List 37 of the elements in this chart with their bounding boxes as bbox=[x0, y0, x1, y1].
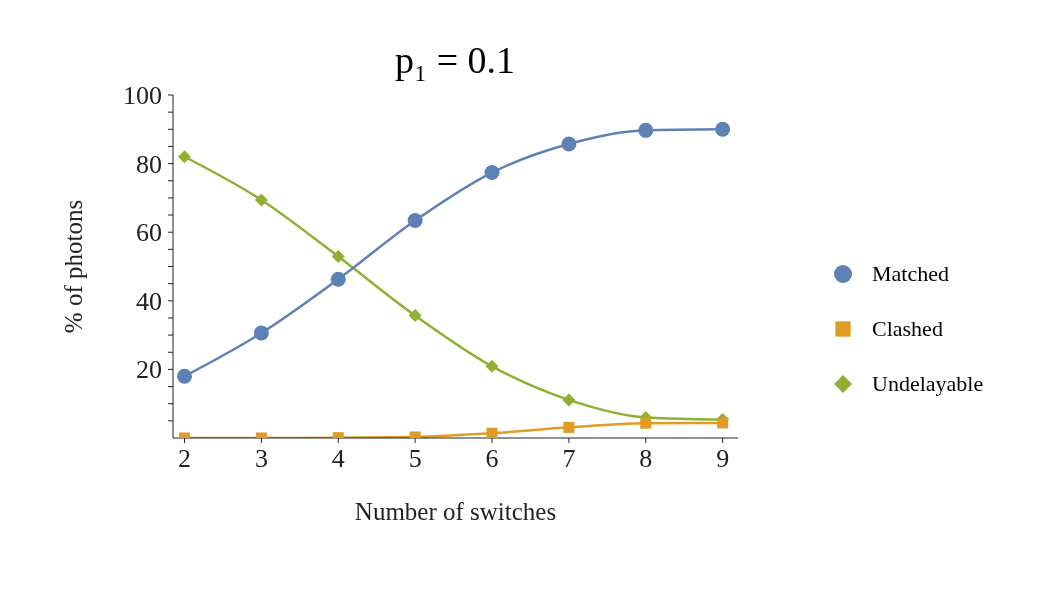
x-tick-label: 6 bbox=[485, 444, 499, 473]
y-tick-label: 20 bbox=[136, 355, 162, 385]
point bbox=[562, 393, 576, 407]
point bbox=[715, 121, 731, 137]
point bbox=[408, 309, 422, 323]
y-axis-title: % of photons bbox=[59, 199, 87, 334]
chart-title: p₁ = 0.1 bbox=[393, 38, 517, 82]
x-tick-label: 8 bbox=[639, 444, 653, 473]
x-tick-label: 4 bbox=[331, 444, 345, 473]
point bbox=[330, 271, 346, 287]
point bbox=[407, 213, 423, 229]
y-tick-label: 100 bbox=[123, 81, 162, 110]
y-tick-label: 80 bbox=[136, 149, 162, 179]
point bbox=[561, 136, 577, 152]
x-axis-title: Number of switches bbox=[354, 498, 557, 525]
point bbox=[638, 122, 654, 138]
point bbox=[640, 417, 652, 429]
legend-label: Matched bbox=[872, 260, 949, 287]
legend-label: Clashed bbox=[872, 315, 943, 342]
point bbox=[177, 368, 193, 384]
point bbox=[254, 193, 268, 207]
point bbox=[485, 359, 499, 373]
x-tick-label: 5 bbox=[408, 444, 422, 473]
point bbox=[717, 417, 729, 429]
x-tick-label: 7 bbox=[562, 444, 576, 473]
x-tick-label: 3 bbox=[254, 444, 268, 473]
point bbox=[331, 250, 345, 264]
point bbox=[178, 150, 192, 164]
x-tick-label: 2 bbox=[178, 444, 192, 473]
point bbox=[486, 427, 498, 438]
point bbox=[563, 421, 575, 433]
point bbox=[484, 165, 500, 181]
point bbox=[253, 325, 269, 341]
y-tick-label: 40 bbox=[136, 286, 162, 316]
legend-label: Undelayable bbox=[872, 370, 984, 397]
y-tick-label: 60 bbox=[136, 218, 162, 248]
x-tick-label: 9 bbox=[716, 444, 730, 473]
